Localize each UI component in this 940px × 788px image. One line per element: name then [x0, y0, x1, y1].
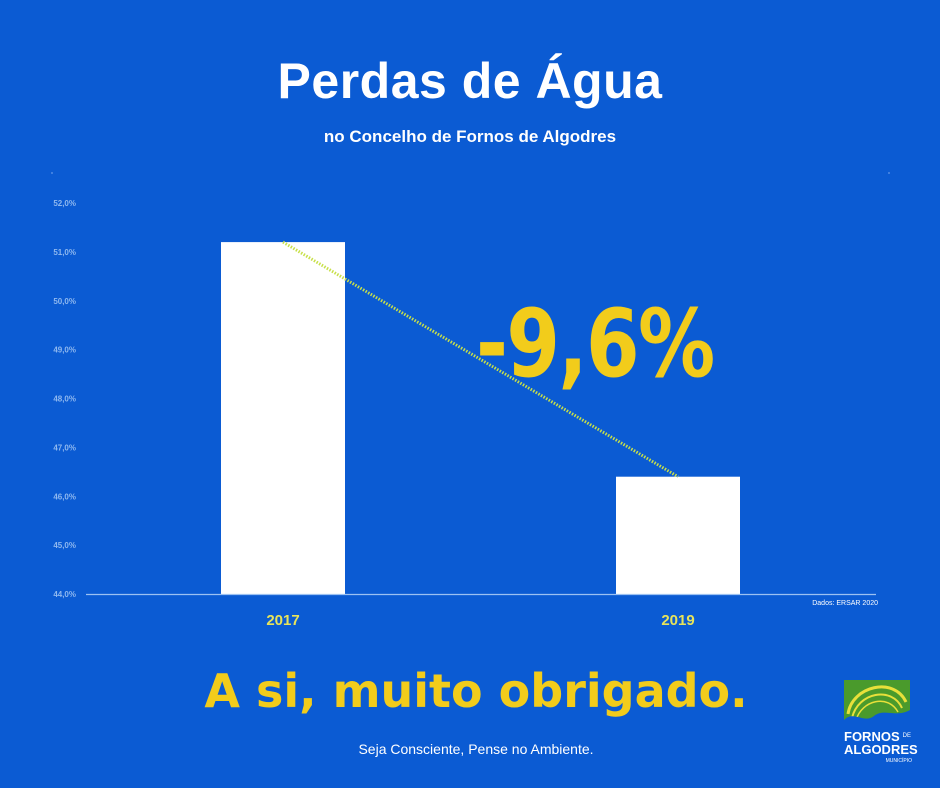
category-label: 2019	[661, 612, 694, 629]
bar-chart: 44,0% 45,0% 46,0% 47,0% 48,0% 49,0% 50,0% 51,0%…	[51, 172, 890, 629]
y-tick-label: 47,0%	[53, 443, 76, 452]
thank-you-message: A si, muito obrigado.	[204, 664, 748, 718]
data-source-note: Dados: ERSAR 2020	[812, 600, 878, 607]
y-tick-label: 50,0%	[53, 297, 76, 306]
page-subtitle: no Concelho de Fornos de Algodres	[323, 127, 617, 146]
logo-text-fornos: FORNOS	[844, 729, 900, 744]
y-tick-label: 45,0%	[53, 541, 76, 550]
y-tick-label: 49,0%	[53, 346, 76, 355]
bar	[221, 242, 345, 594]
y-tick-label: 51,0%	[53, 248, 76, 257]
percent-change-annotation: -9,6%	[476, 290, 715, 399]
logo-text-algodres: ALGODRES	[844, 742, 918, 757]
y-tick-label: 46,0%	[53, 492, 76, 501]
footer-tagline: Seja Consciente, Pense no Ambiente.	[358, 741, 594, 757]
municipality-logo: FORNOS DE ALGODRES MUNICÍPIO	[844, 680, 918, 764]
y-tick-label: 52,0%	[53, 199, 76, 208]
logo-text-municipio: MUNICÍPIO	[885, 758, 912, 764]
y-tick-label: 44,0%	[53, 590, 76, 599]
y-tick-label: 48,0%	[53, 395, 76, 404]
bar	[616, 476, 740, 594]
page-title: Perdas de Água	[277, 53, 663, 109]
logo-text-de: DE	[902, 733, 911, 739]
category-label: 2017	[266, 612, 299, 629]
plot-corner-right	[888, 172, 890, 174]
logo-mark-icon	[844, 680, 910, 728]
plot-corner-left	[51, 172, 53, 174]
